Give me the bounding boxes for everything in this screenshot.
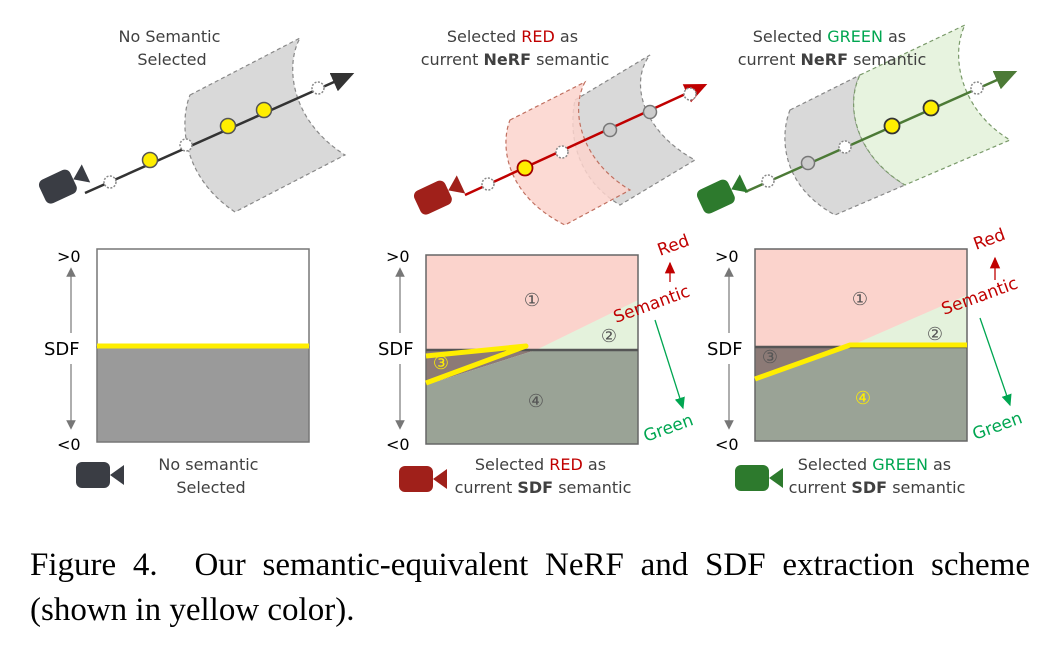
axis-negative-label: <0: [57, 435, 81, 454]
sample-point: [838, 140, 852, 154]
nerf-panel-red: Selected RED as current NeRF semantic: [413, 27, 708, 226]
sample-point-selected: [255, 101, 273, 119]
sdf-region-4: [426, 350, 638, 444]
axis-label: SDF: [378, 339, 414, 360]
camera-icon: [38, 164, 91, 204]
nerf-none-caption: No Semantic Selected: [119, 27, 226, 69]
sample-point-selected: [883, 117, 901, 135]
sdf-negative-region: [96, 346, 310, 443]
sdf-green-caption: Selected GREEN as current SDF semantic: [789, 455, 966, 497]
axis-label: SDF: [707, 339, 743, 360]
axis-positive-label: >0: [57, 247, 81, 266]
axis-positive-label: >0: [386, 247, 410, 266]
region-3-label: ③: [762, 347, 778, 368]
region-1-label: ①: [524, 290, 540, 311]
sample-point-selected: [516, 159, 534, 177]
region-4-label: ④: [528, 391, 544, 412]
sample-point: [179, 138, 193, 152]
extracted-surface-highlight: [425, 343, 529, 386]
sdf-region-2: [536, 300, 638, 350]
region-4-label: ④: [855, 388, 871, 409]
sample-point: [800, 155, 816, 171]
sample-point: [642, 104, 658, 120]
nerf-panel-none: No Semantic Selected: [38, 27, 355, 213]
axis-negative-label: <0: [715, 435, 739, 454]
sdf-panel-red: ① ② ③ ④ >0 SDF <0 Red Semantic Green Sel…: [378, 231, 696, 497]
sample-point: [602, 122, 618, 138]
sampling-cylinder: [184, 36, 347, 213]
figure-diagram: No Semantic Selected Selected RED as cur…: [38, 23, 1025, 497]
camera-icon: [399, 466, 447, 492]
sdf-panel-green: ① ② ③ ④ >0 SDF <0 Red Semantic Green Sel…: [707, 225, 1025, 497]
camera-icon: [76, 462, 124, 488]
red-label: Red: [655, 231, 692, 261]
sample-point-selected: [141, 151, 159, 169]
sample-point: [683, 87, 697, 101]
axis-label: SDF: [44, 339, 80, 360]
region-2-label: ②: [927, 324, 943, 345]
camera-icon: [413, 175, 466, 215]
sample-point-selected: [219, 117, 237, 135]
sdf-red-caption: Selected RED as current SDF semantic: [455, 455, 632, 497]
figure-label: Figure 4.: [30, 547, 158, 583]
figure-caption: Figure 4. Our semantic-equivalent NeRF a…: [30, 543, 1030, 633]
sample-point: [555, 145, 569, 159]
nerf-green-caption: Selected GREEN as current NeRF semantic: [738, 27, 927, 69]
nerf-red-caption: Selected RED as current NeRF semantic: [421, 27, 610, 69]
sample-point: [103, 175, 117, 189]
camera-ray: [464, 83, 708, 197]
extracted-surface-highlight: [754, 342, 967, 382]
sample-point: [311, 81, 325, 95]
sample-point-selected: [922, 99, 940, 117]
region-3-label: ③: [433, 353, 449, 374]
sample-point: [970, 81, 984, 95]
figure-caption-text: Our semantic-equivalent NeRF and SDF ext…: [30, 547, 1030, 628]
sdf-positive-region: [96, 248, 310, 348]
camera-ray: [84, 72, 355, 195]
nerf-panel-green: Selected GREEN as current NeRF semantic: [696, 23, 1018, 216]
region-1-label: ①: [852, 289, 868, 310]
green-label: Green: [970, 408, 1025, 444]
axis-positive-label: >0: [715, 247, 739, 266]
sdf-region-2: [850, 295, 967, 346]
green-label: Green: [641, 410, 696, 446]
region-2-label: ②: [601, 326, 617, 347]
to-green-arrow: [654, 319, 685, 410]
camera-icon: [735, 465, 783, 491]
camera-ray: [744, 70, 1018, 194]
sdf-none-caption: No semantic Selected: [158, 455, 263, 497]
sample-point: [761, 174, 775, 188]
sdf-region-4: [755, 346, 967, 441]
red-label: Red: [971, 225, 1008, 255]
camera-icon: [696, 174, 749, 214]
to-green-arrow: [979, 317, 1012, 407]
axis-negative-label: <0: [386, 435, 410, 454]
sample-point: [481, 177, 495, 191]
sdf-panel-none: >0 SDF <0 No semantic Selected: [44, 247, 310, 497]
